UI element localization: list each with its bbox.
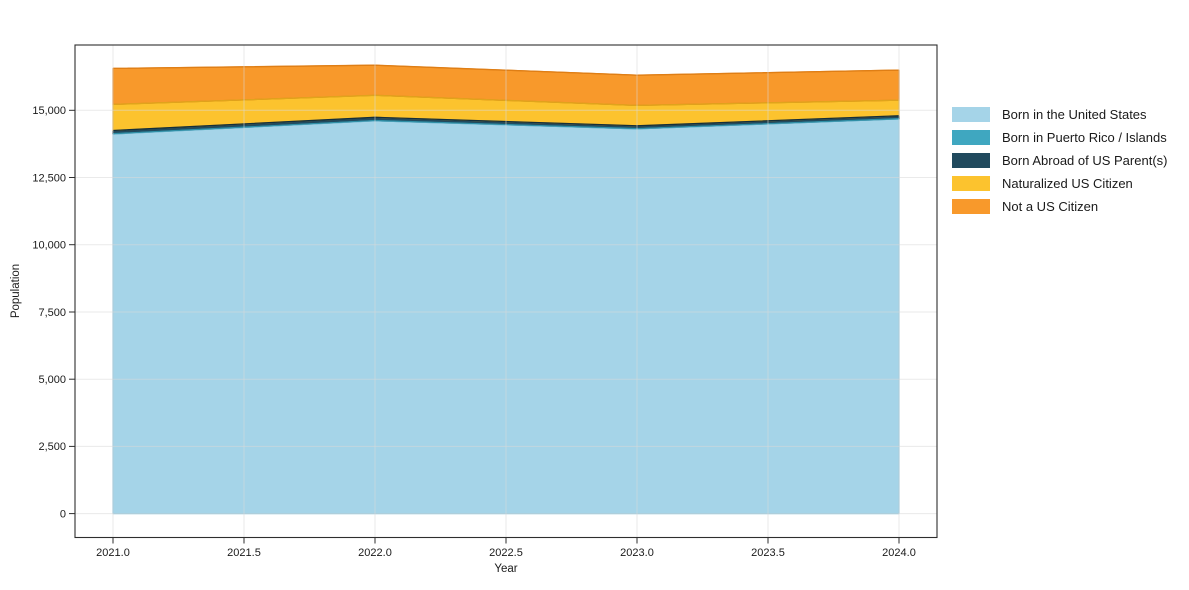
legend-swatch bbox=[952, 198, 990, 214]
legend-label: Not a US Citizen bbox=[1002, 198, 1099, 214]
x-tick-label: 2022.0 bbox=[358, 547, 392, 559]
legend-swatch bbox=[952, 152, 990, 168]
legend-item-3: Naturalized US Citizen bbox=[952, 175, 1167, 191]
x-tick-label: 2024.0 bbox=[882, 547, 916, 559]
x-tick-label: 2023.5 bbox=[751, 547, 785, 559]
legend-label: Born Abroad of US Parent(s) bbox=[1002, 152, 1168, 168]
y-tick-label: 2,500 bbox=[38, 441, 66, 453]
legend-label: Naturalized US Citizen bbox=[1002, 175, 1133, 191]
gridlines bbox=[75, 45, 937, 538]
legend-item-4: Not a US Citizen bbox=[952, 198, 1167, 214]
x-tick-label: 2023.0 bbox=[620, 547, 654, 559]
legend-swatch bbox=[952, 129, 990, 145]
y-tick-label: 12,500 bbox=[32, 172, 66, 184]
x-axis-label: Year bbox=[494, 563, 518, 575]
legend: Born in the United States Born in Puerto … bbox=[952, 106, 1167, 214]
legend-item-2: Born Abroad of US Parent(s) bbox=[952, 152, 1167, 168]
y-axis-label: Population bbox=[10, 263, 22, 319]
legend-item-1: Born in Puerto Rico / Islands bbox=[952, 129, 1167, 145]
legend-swatch bbox=[952, 106, 990, 122]
tick-marks bbox=[69, 109, 900, 544]
x-tick-label: 2021.5 bbox=[227, 547, 261, 559]
x-tick-label: 2022.5 bbox=[489, 547, 523, 559]
legend-label: Born in Puerto Rico / Islands bbox=[1002, 129, 1167, 145]
y-tick-label: 0 bbox=[60, 508, 66, 520]
y-tick-label: 7,500 bbox=[38, 307, 66, 319]
y-tick-label: 5,000 bbox=[38, 374, 66, 386]
legend-swatch bbox=[952, 175, 990, 191]
tick-labels: 0 2,500 5,000 7,500 10,000 12,500 15,000 2021.0… bbox=[32, 105, 915, 559]
y-tick-label: 10,000 bbox=[32, 240, 66, 252]
y-tick-label: 15,000 bbox=[32, 105, 66, 117]
x-tick-label: 2021.0 bbox=[96, 547, 130, 559]
legend-item-0: Born in the United States bbox=[952, 106, 1167, 122]
legend-label: Born in the United States bbox=[1002, 106, 1147, 122]
